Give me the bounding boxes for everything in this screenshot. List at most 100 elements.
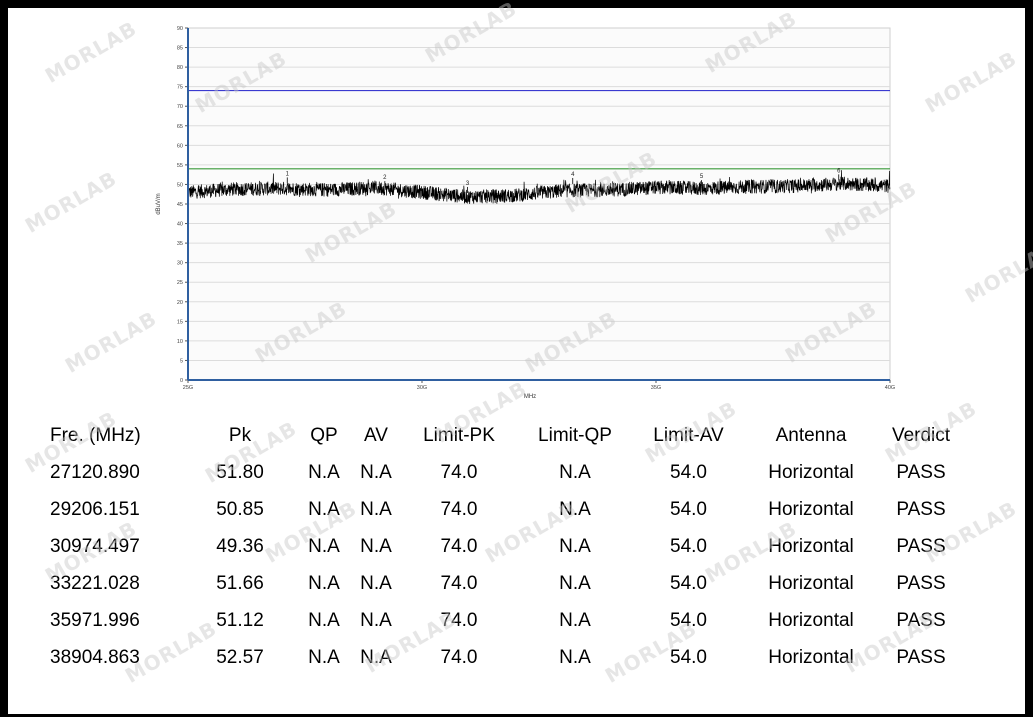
y-tick-label: 45 — [177, 202, 183, 208]
peak-marker-label: 3 — [466, 181, 470, 187]
cell-qp: N.A — [308, 609, 340, 631]
cell-qp: N.A — [308, 572, 340, 594]
y-tick-label: 5 — [180, 358, 183, 364]
header-limit-pk: Limit-PK — [423, 424, 495, 446]
y-tick-label: 65 — [177, 124, 183, 130]
cell-verdict: PASS — [896, 498, 946, 520]
cell-antenna: Horizontal — [768, 498, 854, 520]
cell-limit-qp: N.A — [559, 498, 591, 520]
table-row: 35971.996 51.12 N.A N.A 74.0 N.A 54.0 Ho… — [28, 602, 966, 639]
cell-frequency: 27120.890 — [50, 461, 140, 483]
y-tick-label: 90 — [177, 26, 183, 32]
cell-av: N.A — [360, 609, 392, 631]
x-tick-label: 40G — [885, 385, 895, 391]
table-row: 27120.890 51.80 N.A N.A 74.0 N.A 54.0 Ho… — [28, 454, 966, 491]
y-tick-label: 55 — [177, 163, 183, 169]
header-frequency: Fre. (MHz) — [50, 424, 141, 446]
y-tick-label: 80 — [177, 65, 183, 71]
y-tick-label: 50 — [177, 182, 183, 188]
x-tick-label: 35G — [651, 385, 661, 391]
cell-limit-av: 54.0 — [670, 498, 707, 520]
cell-qp: N.A — [308, 498, 340, 520]
cell-av: N.A — [360, 646, 392, 668]
cell-frequency: 33221.028 — [50, 572, 140, 594]
cell-frequency: 30974.497 — [50, 535, 140, 557]
cell-antenna: Horizontal — [768, 609, 854, 631]
y-tick-label: 40 — [177, 222, 183, 228]
peak-marker-label: 6 — [837, 168, 841, 174]
x-tick-label: 30G — [417, 385, 427, 391]
cell-av: N.A — [360, 498, 392, 520]
peak-marker-label: 4 — [571, 172, 575, 178]
table-row: 38904.863 52.57 N.A N.A 74.0 N.A 54.0 Ho… — [28, 639, 966, 676]
header-av: AV — [364, 424, 388, 446]
header-limit-av: Limit-AV — [653, 424, 724, 446]
y-tick-label: 75 — [177, 85, 183, 91]
cell-antenna: Horizontal — [768, 535, 854, 557]
cell-verdict: PASS — [896, 461, 946, 483]
cell-limit-av: 54.0 — [670, 572, 707, 594]
cell-av: N.A — [360, 572, 392, 594]
cell-limit-av: 54.0 — [670, 535, 707, 557]
header-verdict: Verdict — [891, 424, 951, 446]
table-row: 30974.497 49.36 N.A N.A 74.0 N.A 54.0 Ho… — [28, 528, 966, 565]
table-row: 29206.151 50.85 N.A N.A 74.0 N.A 54.0 Ho… — [28, 491, 966, 528]
y-tick-label: 15 — [177, 319, 183, 325]
y-tick-label: 35 — [177, 241, 183, 247]
cell-frequency: 38904.863 — [50, 646, 140, 668]
cell-qp: N.A — [308, 461, 340, 483]
y-tick-label: 85 — [177, 46, 183, 52]
cell-av: N.A — [360, 461, 392, 483]
header-limit-qp: Limit-QP — [538, 424, 612, 446]
trace-line — [187, 170, 891, 204]
cell-limit-qp: N.A — [559, 572, 591, 594]
cell-pk: 50.85 — [216, 498, 264, 520]
y-axis-label: dBuV/m — [156, 193, 162, 214]
header-pk: Pk — [228, 424, 252, 446]
x-axis-label: MHz — [524, 394, 536, 400]
cell-qp: N.A — [308, 535, 340, 557]
y-tick-label: 25 — [177, 280, 183, 286]
cell-limit-pk: 74.0 — [440, 461, 478, 483]
y-tick-label: 60 — [177, 143, 183, 149]
cell-antenna: Horizontal — [768, 572, 854, 594]
cell-limit-av: 54.0 — [670, 646, 707, 668]
table-row: 33221.028 51.66 N.A N.A 74.0 N.A 54.0 Ho… — [28, 565, 966, 602]
y-tick-label: 10 — [177, 339, 183, 345]
cell-verdict: PASS — [896, 646, 946, 668]
results-table: Fre. (MHz) Pk QP AV Limit-PK Limit-QP Li… — [28, 417, 966, 676]
cell-pk: 52.57 — [216, 646, 264, 668]
cell-av: N.A — [360, 535, 392, 557]
cell-qp: N.A — [308, 646, 340, 668]
x-tick-label: 25G — [183, 385, 193, 391]
grid-lines — [188, 47, 890, 361]
cell-frequency: 29206.151 — [50, 498, 140, 520]
cell-limit-pk: 74.0 — [440, 535, 478, 557]
peak-marker-label: 1 — [286, 171, 290, 177]
y-tick-label: 20 — [177, 300, 183, 306]
cell-frequency: 35971.996 — [50, 609, 140, 631]
cell-limit-pk: 74.0 — [440, 572, 478, 594]
peak-markers: 1 2 3 4 5 6 — [286, 168, 841, 193]
cell-antenna: Horizontal — [768, 646, 854, 668]
cell-antenna: Horizontal — [768, 461, 854, 483]
cell-limit-qp: N.A — [559, 609, 591, 631]
cell-verdict: PASS — [896, 609, 946, 631]
peak-marker-label: 5 — [700, 174, 704, 180]
cell-limit-av: 54.0 — [670, 609, 707, 631]
y-tick-label: 70 — [177, 104, 183, 110]
cell-pk: 49.36 — [216, 535, 264, 557]
cell-limit-av: 54.0 — [670, 461, 707, 483]
cell-limit-pk: 74.0 — [440, 646, 478, 668]
y-axis-ticks: 0 5 10 15 20 25 30 35 40 45 50 55 60 65 70 75 80 85 90 — [177, 26, 188, 384]
cell-limit-qp: N.A — [559, 461, 591, 483]
table-header-row: Fre. (MHz) Pk QP AV Limit-PK Limit-QP Li… — [28, 417, 966, 454]
cell-pk: 51.12 — [216, 609, 264, 631]
cell-limit-qp: N.A — [559, 535, 591, 557]
cell-verdict: PASS — [896, 572, 946, 594]
cell-verdict: PASS — [896, 535, 946, 557]
y-tick-label: 0 — [180, 378, 183, 384]
header-antenna: Antenna — [775, 424, 847, 446]
